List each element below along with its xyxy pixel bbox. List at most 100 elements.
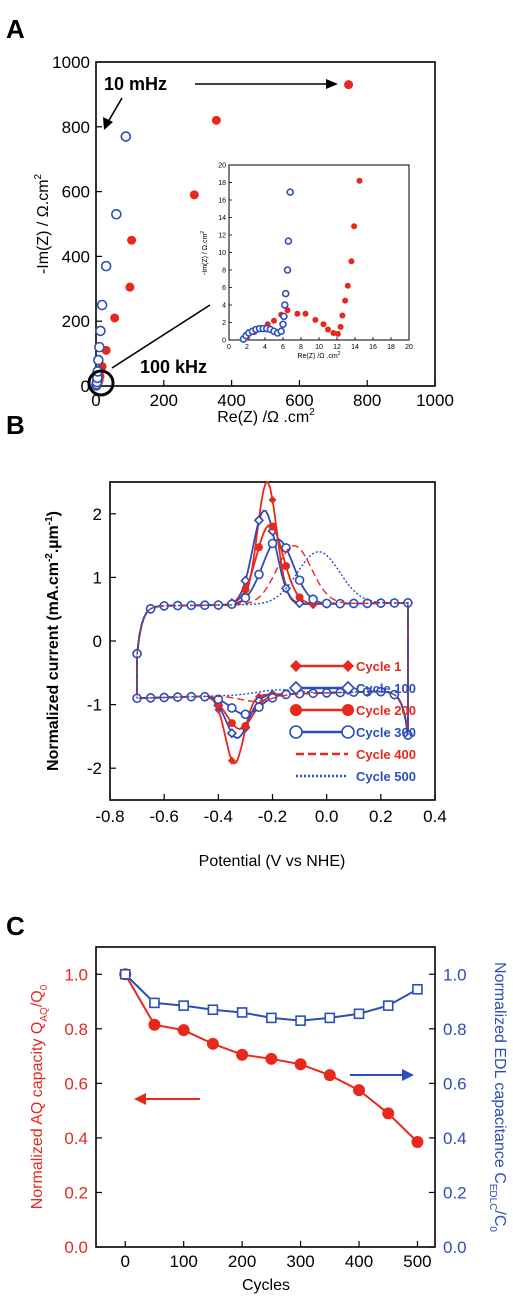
- panel-b-xlabel: Potential (V vs NHE): [199, 853, 346, 870]
- inset-point-blue: [286, 188, 295, 196]
- c-point-blue: [295, 1015, 306, 1026]
- panel-a-inset: 0 2 4 6 8 10 12 14 16 18 20 0 2 4 6 8 10 12 14 16 18 20 Re(Z)…: [200, 163, 413, 361]
- inset-point-red: [339, 312, 346, 319]
- inset-xtick-label: 12: [333, 344, 341, 351]
- a-point-blue: [93, 354, 104, 366]
- panel-c-ylabel-right: Normalized EDL capacitance CEDLC/C0: [487, 962, 508, 1232]
- inset-ytick-label: 12: [218, 233, 226, 240]
- c-ytick-label-right: 0.2: [443, 1183, 467, 1202]
- inset-point-red: [320, 321, 327, 328]
- inset-point-red: [334, 330, 341, 337]
- c-point-red: [382, 1107, 395, 1120]
- cv-marker: [267, 538, 278, 549]
- cv-marker: [227, 719, 236, 728]
- cv-marker: [268, 522, 277, 531]
- panel-label-c: C: [6, 911, 25, 941]
- legend-label: Cycle 200: [356, 703, 416, 718]
- a-ytick-label: 0: [81, 377, 90, 396]
- inset-ytick-label: 0: [222, 338, 226, 345]
- inset-ytick-label: 10: [218, 250, 226, 257]
- cv-marker: [295, 593, 304, 602]
- a-xtick-label: 1000: [416, 391, 454, 410]
- c-ytick-label-right: 0.0: [443, 1238, 467, 1257]
- cv-curve-5: [136, 544, 409, 736]
- inset-point-blue: [283, 266, 292, 274]
- cv-marker: [294, 575, 305, 586]
- b-ytick-label: 1: [93, 568, 102, 587]
- c-xtick-label: 100: [169, 1252, 197, 1271]
- c-ytick-label-left: 0.6: [64, 1074, 88, 1093]
- inset-point-blue: [281, 289, 290, 298]
- panel-b-chart: -0.8 -0.6 -0.4 -0.2 0.0 0.2 0.4 -2 -1 0 1 2 Cycle 1…: [44, 481, 447, 870]
- c-xtick-label: 200: [228, 1252, 256, 1271]
- legend-marker: [288, 680, 304, 696]
- arrowhead-10mhz-right: [326, 79, 338, 89]
- inset-frame: [228, 164, 410, 341]
- panel-a-points: [91, 80, 354, 391]
- legend-marker: [340, 680, 356, 696]
- legend-marker: [342, 704, 354, 716]
- inset-xtick-label: 8: [299, 344, 303, 351]
- inset-xlabel: Re(Z) /Ω .cm2: [297, 351, 340, 360]
- inset-xtick-label: 2: [245, 344, 249, 351]
- cv-marker: [321, 598, 332, 609]
- legend-marker: [290, 660, 302, 672]
- c-point-blue: [119, 968, 131, 980]
- c-point-red: [411, 1136, 424, 1148]
- c-point-red: [148, 1018, 161, 1031]
- c-point-blue: [412, 983, 423, 995]
- c-point-red: [236, 1048, 249, 1061]
- inset-point-red: [344, 282, 351, 289]
- inset-ytick-label: 14: [218, 215, 226, 222]
- inset-xtick-label: 6: [281, 344, 285, 351]
- arrow-100khz: [111, 304, 211, 369]
- legend-marker: [342, 660, 354, 672]
- inset-point-blue: [279, 320, 287, 329]
- a-xtick-label: 400: [217, 391, 245, 410]
- inset-ticks: 0 2 4 6 8 10 12 14 16 18 20 0 2 4 6 8 10 12 14 16 18 20: [218, 163, 413, 352]
- c-ytick-label-left: 0.4: [64, 1129, 88, 1148]
- legend-label: Cycle 1: [356, 659, 402, 674]
- b-xtick-label: 0.4: [423, 807, 447, 826]
- a-point-blue: [94, 341, 105, 353]
- annotation-100khz: 100 kHz: [140, 357, 207, 377]
- inset-point-red: [284, 307, 291, 314]
- cv-marker: [282, 562, 291, 571]
- panel-a-xlabel: Re(Z) /Ω .cm2: [217, 407, 315, 426]
- cv-marker: [227, 703, 237, 713]
- annotation-10mhz: 10 mHz: [104, 74, 167, 94]
- a-xtick-label: 800: [353, 391, 381, 410]
- c-ytick-label-right: 0.4: [443, 1129, 467, 1148]
- cv-marker: [268, 495, 277, 504]
- a-ytick-label: 400: [62, 247, 90, 266]
- c-ytick-label-left: 0.0: [64, 1238, 88, 1257]
- cv-marker: [254, 543, 263, 552]
- legend-label: Cycle 400: [356, 747, 416, 762]
- inset-points: [239, 177, 363, 343]
- a-point-red: [110, 313, 120, 323]
- cv-marker: [253, 515, 265, 526]
- b-xtick-label: 0.0: [315, 807, 339, 826]
- inset-point-blue: [280, 301, 289, 309]
- inset-point-red: [330, 330, 337, 336]
- c-ytick-label-right: 0.8: [443, 1020, 467, 1039]
- a-point-red: [127, 235, 137, 245]
- panel-c-frame: [95, 946, 436, 1248]
- cv-marker: [241, 721, 250, 730]
- legend-marker: [290, 704, 302, 716]
- c-ytick-label-left: 1.0: [64, 965, 88, 984]
- panel-c-chart: 0 100 200 300 400 500 0.0 0.0 0.2 0.2 0.4 0.4 0.6 0.6…: [29, 946, 508, 1294]
- c-point-red: [265, 1052, 278, 1065]
- inset-point-red: [325, 326, 331, 333]
- a-xtick-label: 0: [91, 391, 100, 410]
- a-point-red: [189, 190, 199, 200]
- inset-xtick-label: 4: [263, 344, 267, 351]
- c-ytick-label-right: 1.0: [443, 965, 467, 984]
- cv-marker: [254, 569, 264, 580]
- c-point-red: [177, 1024, 190, 1037]
- c-point-blue: [207, 1004, 219, 1016]
- a-point-blue: [96, 299, 108, 311]
- cv-marker: [240, 593, 251, 603]
